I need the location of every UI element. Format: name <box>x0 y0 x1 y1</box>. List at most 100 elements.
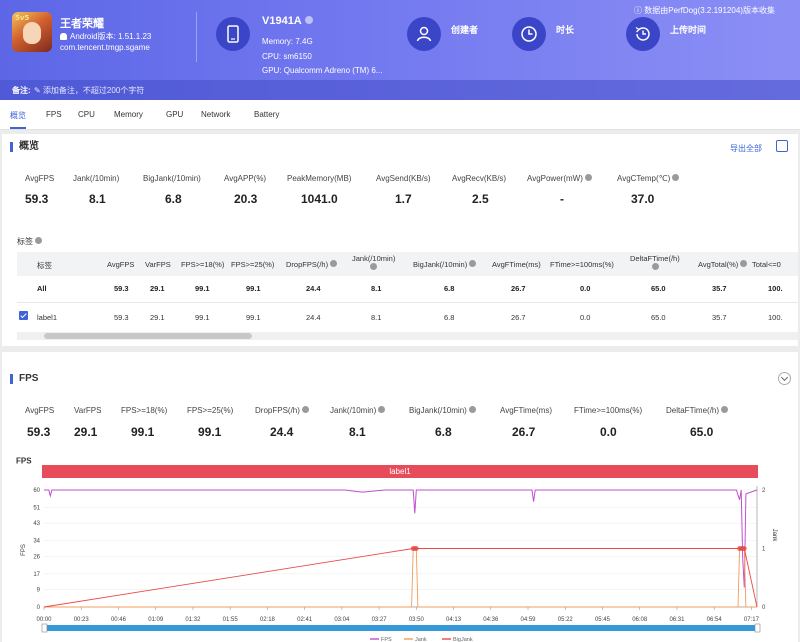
table-scrollbar[interactable] <box>17 332 798 340</box>
tab-memory[interactable]: Memory <box>114 110 143 119</box>
x-tick-label: 06:31 <box>669 617 685 623</box>
table-header-cell[interactable]: 标签 <box>37 261 52 270</box>
metric-label: BigJank(/10min) <box>143 174 201 183</box>
tab-network[interactable]: Network <box>201 110 231 119</box>
collapse-icon[interactable] <box>776 140 788 152</box>
label-band[interactable] <box>42 465 758 478</box>
time-range-slider[interactable] <box>44 625 758 631</box>
help-icon[interactable] <box>370 263 377 270</box>
help-icon[interactable] <box>330 260 338 267</box>
table-cell: 26.7 <box>511 284 526 293</box>
table-header-cell[interactable]: FPS>=25(%) <box>231 260 275 269</box>
metric-value: 1041.0 <box>301 192 338 206</box>
android-icon <box>60 33 67 40</box>
x-tick-label: 02:18 <box>260 617 276 623</box>
legend-label: FPS <box>381 637 392 642</box>
y-tick-label: 51 <box>33 506 40 512</box>
y2-tick-label: 0 <box>762 605 766 611</box>
metric-label: BigJank(/10min) <box>409 406 476 415</box>
help-icon[interactable] <box>672 174 680 181</box>
metric-label: DropFPS(/h) <box>255 406 309 415</box>
help-icon[interactable] <box>378 406 386 413</box>
help-icon[interactable] <box>721 406 729 413</box>
report-header: 5v5 王者荣耀 Android版本: 1.51.1.23 com.tencen… <box>0 0 800 100</box>
range-handle-left[interactable] <box>41 623 48 633</box>
table-header-cell[interactable]: FPS>=18(%) <box>181 260 225 269</box>
metric-label: FPS>=25(%) <box>187 406 234 415</box>
help-icon[interactable] <box>35 237 42 244</box>
tab-overview[interactable]: 概览 <box>10 111 26 129</box>
table-header-cell[interactable]: AvgTotal(%) <box>698 260 748 269</box>
tab-fps[interactable]: FPS <box>46 110 62 119</box>
perfdog-info: ⓘ 数据由PerfDog(3.2.191204)版本收集 <box>634 6 775 15</box>
chart-legend: FPS Jank BigJank <box>370 637 473 642</box>
metric-value: - <box>560 192 564 206</box>
metric-label: AvgFPS <box>25 406 55 415</box>
table-scrollbar-thumb[interactable] <box>44 333 252 339</box>
series-line-bigjank <box>43 548 758 608</box>
device-cpu: CPU: sm6150 <box>262 52 312 61</box>
help-icon[interactable] <box>301 406 309 413</box>
table-cell: 99.1 <box>195 313 210 322</box>
help-icon[interactable] <box>468 406 476 413</box>
table-cell: label1 <box>37 313 58 322</box>
export-all-button[interactable]: 导出全部 <box>730 144 762 153</box>
table-header-cell[interactable]: DeltaFTime(/h) <box>630 254 680 272</box>
table-header-cell[interactable]: Total<=0 <box>752 260 781 269</box>
table-header-cell[interactable]: AvgFTime(ms) <box>492 260 541 269</box>
table-cell: 26.7 <box>511 313 526 322</box>
help-icon[interactable] <box>652 263 659 270</box>
help-icon[interactable] <box>740 260 748 267</box>
label-band-text: label1 <box>389 467 411 476</box>
tags-title: 标签 <box>17 236 42 247</box>
table-header-cell[interactable]: DropFPS(/h) <box>286 260 338 269</box>
metric-value: 20.3 <box>234 192 258 206</box>
table-cell: 100. <box>768 284 783 293</box>
x-tick-label: 01:32 <box>185 617 201 623</box>
x-tick-label: 03:27 <box>372 617 388 623</box>
bigjank-point <box>741 546 747 551</box>
table-header-cell[interactable]: FTime>=100ms(%) <box>550 260 614 269</box>
table-cell: 8.1 <box>371 313 382 322</box>
note-input[interactable]: ✎ 添加备注，不超过200个字符 <box>34 86 145 95</box>
table-cell: 99.1 <box>195 284 210 293</box>
help-icon[interactable] <box>584 174 592 181</box>
chart-ticks: 0 9 17 26 34 43 51 60 0 1 2 00:00 00:23 00:46 01:09 01:… <box>33 488 766 623</box>
chart-y-label: FPS <box>21 544 27 556</box>
row-checkbox[interactable] <box>19 311 28 320</box>
range-handle-right[interactable] <box>754 623 761 633</box>
metric-value: 29.1 <box>74 425 98 439</box>
metric-value: 1.7 <box>395 192 412 206</box>
table-header-cell[interactable]: BigJank(/10min) <box>413 260 477 269</box>
table-cell: 24.4 <box>306 284 321 293</box>
table-header-cell[interactable]: AvgFPS <box>107 260 135 269</box>
creator-label: 创建者 <box>451 25 479 35</box>
x-tick-label: 01:55 <box>223 617 239 623</box>
table-cell: 8.1 <box>371 284 382 293</box>
table-cell: 100. <box>768 313 783 322</box>
chart-series <box>43 489 758 608</box>
collapse-toggle-icon[interactable] <box>778 372 791 385</box>
tab-cpu[interactable]: CPU <box>78 110 95 119</box>
table-header-cell[interactable]: VarFPS <box>145 260 171 269</box>
clock-icon <box>512 17 546 51</box>
tab-battery[interactable]: Battery <box>254 110 280 119</box>
metric-value: 99.1 <box>131 425 155 439</box>
table-cell: 29.1 <box>150 284 165 293</box>
table-header-cell[interactable]: Jank(/10min) <box>352 254 395 272</box>
note-label: 备注: <box>12 86 31 95</box>
chart-title: FPS <box>16 457 32 466</box>
metric-value: 6.8 <box>435 425 452 439</box>
y-tick-label: 0 <box>37 605 41 611</box>
y-tick-label: 9 <box>37 587 41 593</box>
tab-gpu[interactable]: GPU <box>166 110 184 119</box>
table-cell: 24.4 <box>306 313 321 322</box>
info-icon[interactable] <box>304 16 313 24</box>
metric-value: 0.0 <box>600 425 617 439</box>
phone-icon <box>216 17 250 51</box>
y-tick-label: 17 <box>33 572 40 578</box>
help-icon[interactable] <box>469 260 477 267</box>
fps-chart-svg: FPS label1 0 9 17 26 34 43 51 60 0 1 2 00:00 00:23 00… <box>16 457 777 642</box>
table-cell: 0.0 <box>580 284 591 293</box>
table-cell: 29.1 <box>150 313 165 322</box>
